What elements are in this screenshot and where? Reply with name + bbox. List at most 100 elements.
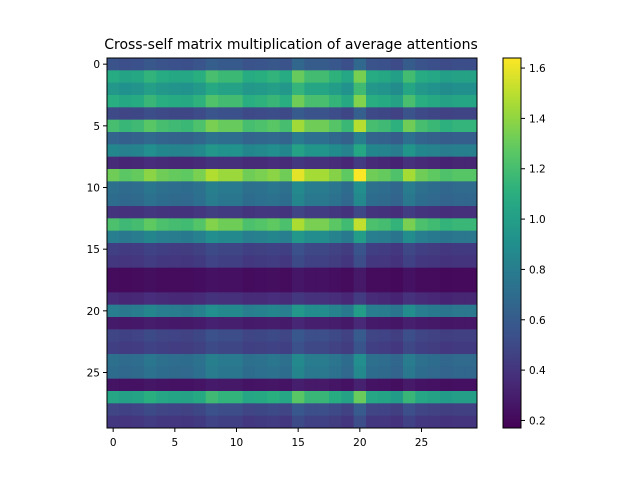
heatmap-cell: [427, 354, 441, 367]
heatmap-cell: [440, 403, 453, 417]
heatmap-cell: [292, 366, 305, 380]
heatmap-cell: [218, 341, 231, 355]
heatmap-cell: [341, 391, 355, 404]
heatmap-cell: [452, 415, 466, 429]
heatmap-cell: [230, 181, 244, 195]
heatmap-cell: [242, 255, 256, 269]
heatmap-cell: [242, 206, 256, 219]
heatmap-cell: [329, 132, 342, 145]
heatmap-cell: [267, 206, 281, 219]
heatmap-cell: [341, 156, 355, 170]
heatmap-cell: [156, 292, 170, 306]
heatmap-cell: [255, 156, 268, 170]
heatmap-cell: [316, 193, 330, 207]
heatmap-cell: [230, 403, 244, 417]
heatmap-cell: [415, 70, 429, 84]
heatmap-cell: [403, 354, 416, 367]
heatmap-cell: [119, 58, 133, 71]
heatmap-cell: [415, 255, 429, 269]
y-tick-label: 0: [93, 59, 100, 71]
heatmap-cell: [316, 95, 330, 108]
heatmap-cell: [119, 391, 133, 404]
heatmap-cell: [144, 415, 157, 429]
heatmap-cell: [181, 292, 194, 306]
heatmap-cell: [292, 267, 305, 281]
heatmap-cell: [403, 107, 416, 121]
heatmap-cell: [415, 58, 429, 71]
heatmap-cell: [107, 292, 120, 306]
heatmap-cell: [193, 193, 207, 207]
heatmap-cell: [168, 354, 182, 367]
heatmap-cell: [242, 354, 256, 367]
heatmap-cell: [156, 156, 170, 170]
heatmap-cell: [181, 366, 194, 380]
heatmap-cell: [279, 107, 293, 121]
heatmap-cell: [341, 255, 355, 269]
heatmap-cell: [255, 169, 268, 182]
heatmap-cell: [218, 317, 231, 330]
heatmap-cell: [279, 329, 293, 343]
heatmap-cell: [279, 181, 293, 195]
heatmap-cell: [255, 70, 268, 84]
heatmap-cell: [390, 415, 404, 429]
heatmap-cells: [107, 58, 478, 429]
heatmap-cell: [131, 391, 145, 404]
heatmap-cell: [403, 403, 416, 417]
heatmap-cell: [427, 341, 441, 355]
heatmap-cell: [131, 82, 145, 96]
heatmap-cell: [427, 391, 441, 404]
heatmap-cell: [366, 181, 379, 195]
heatmap-cell: [464, 156, 478, 170]
heatmap-cell: [440, 366, 453, 380]
heatmap-cell: [464, 329, 478, 343]
heatmap-cell: [366, 218, 379, 232]
heatmap-cell: [366, 169, 379, 182]
heatmap-cell: [168, 292, 182, 306]
heatmap-cell: [452, 119, 466, 133]
heatmap-cell: [341, 341, 355, 355]
heatmap-cell: [218, 119, 231, 133]
heatmap-cell: [329, 391, 342, 404]
heatmap-cell: [304, 70, 318, 84]
heatmap-cell: [193, 329, 207, 343]
heatmap-cell: [156, 107, 170, 121]
heatmap-cell: [403, 341, 416, 355]
heatmap-cell: [464, 415, 478, 429]
heatmap-cell: [390, 366, 404, 380]
heatmap-cell: [329, 317, 342, 330]
heatmap-cell: [366, 230, 379, 244]
heatmap-cell: [390, 292, 404, 306]
heatmap-cell: [119, 366, 133, 380]
heatmap-cell: [279, 132, 293, 145]
heatmap-cell: [255, 119, 268, 133]
heatmap-cell: [366, 243, 379, 256]
heatmap-cell: [378, 156, 392, 170]
heatmap-cell: [193, 378, 207, 392]
heatmap-cell: [440, 292, 453, 306]
heatmap-cell: [279, 403, 293, 417]
heatmap-cell: [316, 58, 330, 71]
heatmap-cell: [168, 255, 182, 269]
heatmap-cell: [452, 70, 466, 84]
heatmap-cell: [107, 218, 120, 232]
heatmap-cell: [329, 218, 342, 232]
heatmap-cell: [415, 243, 429, 256]
heatmap-cell: [329, 378, 342, 392]
heatmap-cell: [390, 230, 404, 244]
heatmap-cell: [366, 156, 379, 170]
x-tick-label: 10: [230, 437, 243, 449]
heatmap-cell: [144, 292, 157, 306]
heatmap-cell: [341, 58, 355, 71]
heatmap-cell: [218, 366, 231, 380]
heatmap-cell: [292, 317, 305, 330]
heatmap-cell: [378, 206, 392, 219]
heatmap-cell: [390, 193, 404, 207]
heatmap-cell: [205, 341, 219, 355]
heatmap-cell: [366, 82, 379, 96]
heatmap-cell: [119, 255, 133, 269]
heatmap-cell: [131, 70, 145, 84]
heatmap-cell: [193, 267, 207, 281]
heatmap-cell: [427, 267, 441, 281]
heatmap-cell: [427, 317, 441, 330]
